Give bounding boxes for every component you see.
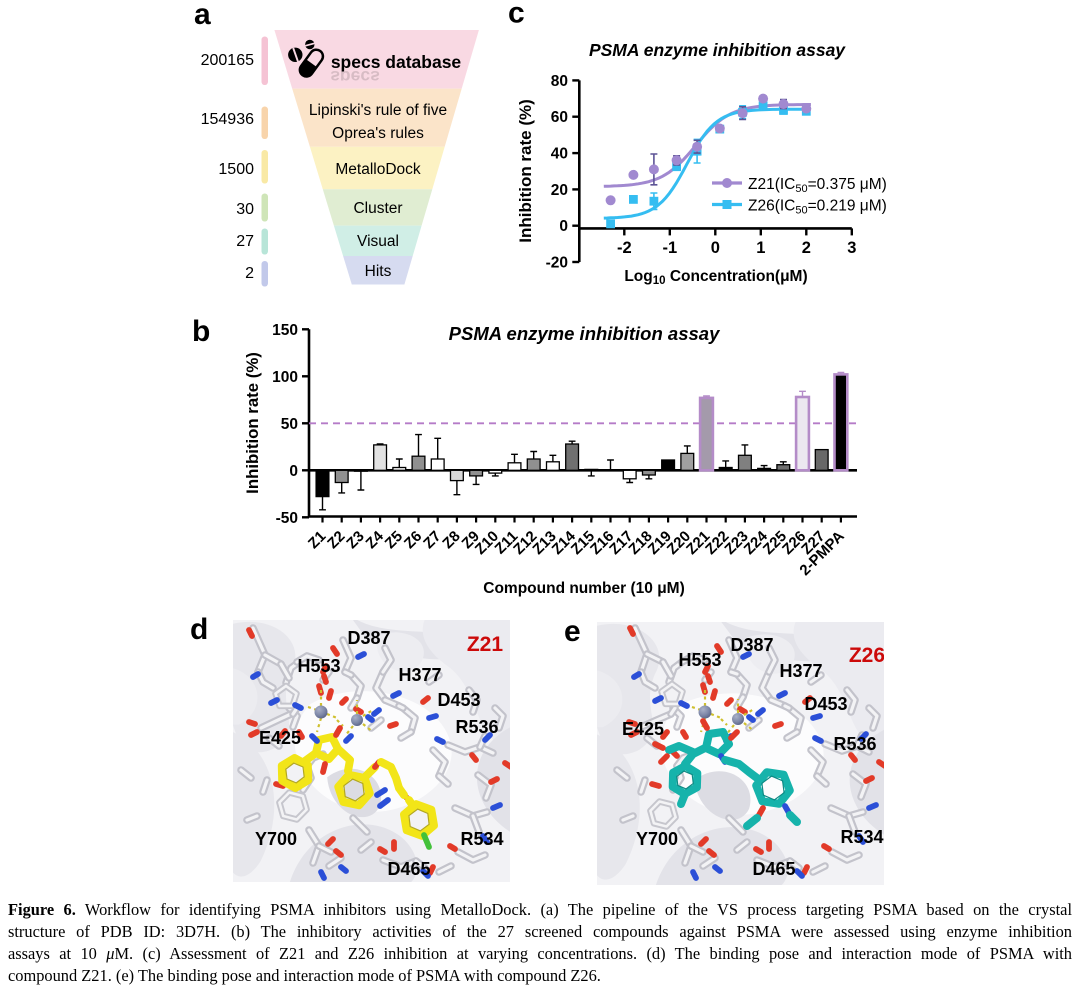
svg-text:Inhibition rate (%): Inhibition rate (%) <box>243 352 262 494</box>
svg-text:H553: H553 <box>678 650 721 670</box>
svg-text:Y700: Y700 <box>636 829 678 849</box>
svg-text:Oprea's rules: Oprea's rules <box>332 125 424 142</box>
svg-text:H377: H377 <box>398 665 441 685</box>
svg-text:R534: R534 <box>460 829 503 849</box>
svg-text:R534: R534 <box>840 827 883 847</box>
svg-text:Z21: Z21 <box>467 633 504 656</box>
svg-text:specs database: specs database <box>331 52 462 72</box>
svg-text:D387: D387 <box>347 628 390 648</box>
svg-text:100: 100 <box>272 369 298 386</box>
svg-text:E425: E425 <box>259 728 301 748</box>
svg-text:Z21(IC50=0.375 μM): Z21(IC50=0.375 μM) <box>748 176 887 195</box>
svg-text:154936: 154936 <box>201 111 254 128</box>
svg-text:20: 20 <box>551 182 568 199</box>
svg-text:Log10 Concentration(μM): Log10 Concentration(μM) <box>624 268 807 287</box>
svg-text:D465: D465 <box>387 859 430 879</box>
svg-text:Visual: Visual <box>357 233 399 250</box>
svg-text:150: 150 <box>272 322 298 339</box>
svg-text:1500: 1500 <box>218 161 254 178</box>
svg-text:2: 2 <box>245 265 254 282</box>
svg-text:R536: R536 <box>455 717 498 737</box>
svg-text:PSMA enzyme inhibition assay: PSMA enzyme inhibition assay <box>449 323 721 344</box>
svg-text:PSMA enzyme inhibition assay: PSMA enzyme inhibition assay <box>589 40 846 60</box>
svg-text:1: 1 <box>756 239 765 257</box>
svg-text:D387: D387 <box>730 635 773 655</box>
svg-text:-1: -1 <box>662 239 677 257</box>
svg-text:D465: D465 <box>752 859 795 879</box>
svg-text:specs: specs <box>330 67 380 87</box>
svg-text:D453: D453 <box>437 690 480 710</box>
svg-text:40: 40 <box>551 146 568 163</box>
svg-text:27: 27 <box>236 233 254 250</box>
svg-text:2: 2 <box>802 239 811 257</box>
svg-text:-50: -50 <box>276 510 298 527</box>
svg-text:a: a <box>194 0 211 31</box>
svg-text:-2: -2 <box>617 239 632 257</box>
svg-text:H553: H553 <box>297 656 340 676</box>
svg-text:Cluster: Cluster <box>353 200 402 217</box>
svg-text:R536: R536 <box>833 734 876 754</box>
svg-text:80: 80 <box>551 73 568 90</box>
svg-text:-20: -20 <box>546 255 568 272</box>
svg-text:c: c <box>508 0 525 30</box>
svg-text:Y700: Y700 <box>255 829 297 849</box>
svg-text:200165: 200165 <box>201 52 254 69</box>
svg-text:Z26: Z26 <box>849 644 884 667</box>
svg-text:D453: D453 <box>804 694 847 714</box>
svg-text:E425: E425 <box>622 719 664 739</box>
svg-text:Lipinski's rule of five: Lipinski's rule of five <box>309 102 447 119</box>
svg-text:0: 0 <box>559 218 568 235</box>
svg-text:60: 60 <box>551 109 568 126</box>
svg-text:Inhibition rate (%): Inhibition rate (%) <box>516 99 535 243</box>
svg-text:0: 0 <box>711 239 720 257</box>
svg-text:50: 50 <box>281 416 298 433</box>
svg-text:0: 0 <box>289 463 298 480</box>
svg-text:3: 3 <box>847 239 856 257</box>
svg-text:Hits: Hits <box>365 263 392 280</box>
svg-text:30: 30 <box>236 201 254 218</box>
svg-text:b: b <box>192 315 210 348</box>
svg-text:Z26(IC50=0.219 μM): Z26(IC50=0.219 μM) <box>748 198 887 217</box>
svg-text:H377: H377 <box>779 661 822 681</box>
svg-text:MetalloDock: MetalloDock <box>335 161 421 178</box>
svg-text:Compound number (10 μM): Compound number (10 μM) <box>483 580 685 597</box>
